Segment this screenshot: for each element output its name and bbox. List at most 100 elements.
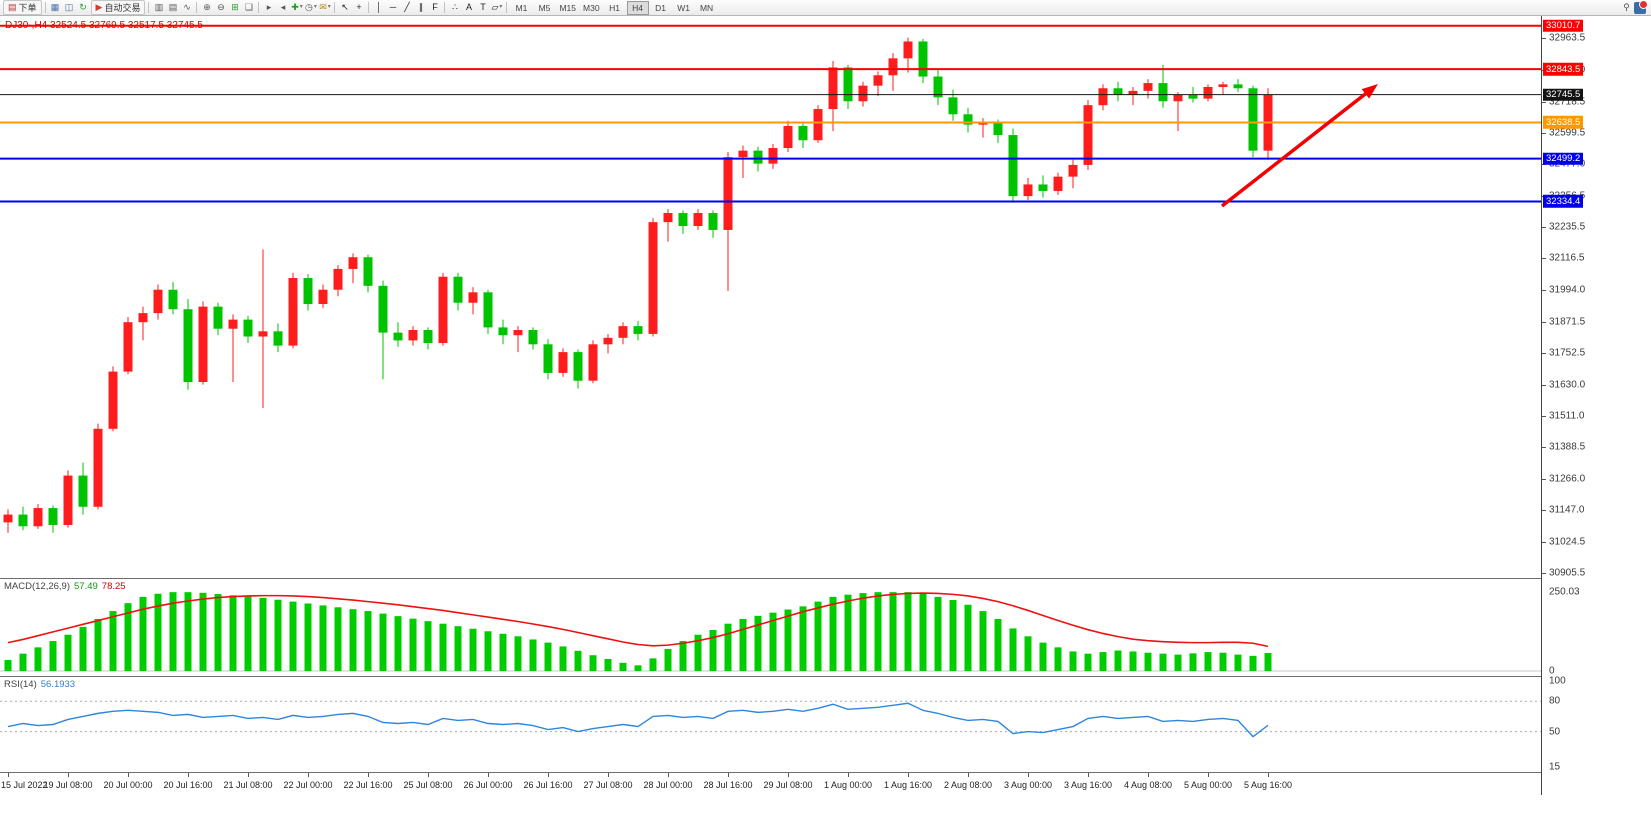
trendline-icon[interactable]: ╱ <box>404 2 410 12</box>
candle-body <box>168 289 178 310</box>
add-indicator-button[interactable]: ✚ ▾ <box>291 2 303 12</box>
time-tick-mark <box>308 773 309 777</box>
candlestick-chart-icon[interactable]: ▤ <box>168 2 178 12</box>
macd-bar <box>304 603 312 671</box>
candle-body <box>153 289 163 314</box>
candle-body <box>108 371 118 429</box>
crosshair-icon[interactable]: + <box>356 2 362 12</box>
bar-chart-icon[interactable]: ▥ <box>154 2 164 12</box>
search-icon[interactable]: ⚲ <box>1623 2 1630 12</box>
vertical-line-icon[interactable]: │ <box>376 2 382 12</box>
candle-body <box>858 85 868 102</box>
autoscroll-icon[interactable]: ▸ <box>266 2 272 12</box>
macd-bar <box>424 621 432 671</box>
text-label-icon[interactable]: T <box>480 2 486 12</box>
timeframe-d1-button[interactable]: D1 <box>655 2 666 13</box>
time-label: 3 Aug 00:00 <box>1003 780 1053 790</box>
cursor-icon[interactable]: ↖ <box>341 2 349 12</box>
chart-title: DJ30-,H4 32524.5 32769.5 32517.5 32745.5 <box>5 20 203 31</box>
main-chart-panel[interactable]: DJ30-,H4 32524.5 32769.5 32517.5 32745.5 <box>0 16 1541 578</box>
macd-panel[interactable]: MACD(12,26,9) 57.49 78.25 <box>0 580 1541 675</box>
macd-bar <box>604 659 612 671</box>
macd-bar <box>634 665 642 671</box>
arrows-icon[interactable]: ∴ <box>452 2 458 12</box>
shapes-button[interactable]: ▱ ▾ <box>491 2 503 12</box>
market-watch-icon[interactable]: ◫ <box>64 2 74 12</box>
fibonacci-icon[interactable]: F <box>432 2 438 12</box>
templates-button[interactable]: ✉ ▾ <box>319 2 331 12</box>
timeframe-m15-button[interactable]: M15 <box>559 2 577 13</box>
dropdown-arrow-icon: ▾ <box>299 4 303 10</box>
time-axis[interactable]: 15 Jul 2022 19 Jul 08:00 20 Jul 00:00 20 Ju… <box>0 773 1541 797</box>
auto-trading-button[interactable]: ▶ 自动交易 <box>90 0 146 15</box>
timeframe-w1-button[interactable]: W1 <box>677 2 690 13</box>
macd-bar <box>904 592 912 671</box>
macd-signal-line <box>7 592 1269 648</box>
candle-body <box>873 75 883 86</box>
macd-plot[interactable] <box>0 580 1541 675</box>
candle-body <box>1158 83 1168 102</box>
time-tick-mark <box>1088 773 1089 777</box>
price-axis[interactable]: 32963.532841.032718.532599.532477.032356… <box>1541 16 1651 795</box>
time-label: 28 Jul 00:00 <box>643 780 693 790</box>
notification-icon[interactable] <box>1634 0 1648 14</box>
macd-bar <box>1129 651 1137 671</box>
zoom-out-icon[interactable]: ⊖ <box>217 2 225 12</box>
line-chart-icon[interactable]: ∿ <box>183 2 191 12</box>
navigator-refresh-icon[interactable]: ↻ <box>79 2 87 12</box>
candle-body <box>618 326 628 338</box>
timeframe-m1-button[interactable]: M1 <box>515 2 528 13</box>
main-chart-plot[interactable] <box>0 16 1541 578</box>
macd-bar <box>1039 642 1047 671</box>
time-label: 21 Jul 08:00 <box>223 780 273 790</box>
panel-separator[interactable] <box>0 578 1541 579</box>
charts-grid-icon[interactable]: ▦ <box>50 2 60 12</box>
macd-bar <box>19 653 27 671</box>
candle-body <box>303 278 313 305</box>
macd-bar <box>649 658 657 671</box>
panel-separator[interactable] <box>0 676 1541 677</box>
timeframe-h4-button[interactable]: H4 <box>626 0 649 15</box>
price-tick-mark <box>1542 415 1546 417</box>
candle-body <box>738 150 748 158</box>
trend-arrow[interactable] <box>1220 84 1378 208</box>
candle-body <box>1008 135 1018 197</box>
macd-bar <box>949 600 957 671</box>
panel-separator[interactable] <box>0 772 1541 773</box>
macd-bar <box>859 593 867 671</box>
rsi-plot[interactable] <box>0 678 1541 771</box>
chart-shift-icon[interactable]: ◂ <box>280 2 286 12</box>
periods-button[interactable]: ◷ ▾ <box>305 2 317 12</box>
candle-body <box>1143 83 1153 91</box>
level-lines-layer[interactable] <box>0 24 1541 203</box>
timeframe-mn-button[interactable]: MN <box>699 2 714 13</box>
candle-body <box>393 332 403 341</box>
horizontal-line-icon[interactable]: ─ <box>389 2 397 12</box>
candle-body <box>33 508 43 527</box>
timeframe-m30-button[interactable]: M30 <box>583 2 600 13</box>
time-label: 5 Aug 00:00 <box>1183 780 1233 790</box>
timeframe-h1-button[interactable]: H1 <box>609 2 620 13</box>
price-tick-mark <box>1542 258 1546 260</box>
tile-windows-icon[interactable]: ❏ <box>244 2 253 12</box>
price-tick-label: 31266.0 <box>1549 473 1586 485</box>
channel-icon[interactable]: ∥ <box>418 2 424 12</box>
price-tick-mark <box>1542 289 1546 291</box>
macd-bar <box>994 618 1002 671</box>
new-order-button[interactable]: ▤ 下单 <box>3 0 42 15</box>
zoom-in-icon[interactable]: ⊕ <box>203 2 211 12</box>
time-label: 26 Jul 16:00 <box>523 780 573 790</box>
candle-body <box>258 331 268 337</box>
macd-bar <box>394 616 402 671</box>
grid-icon[interactable]: ⊞ <box>231 2 239 12</box>
rsi-panel[interactable]: RSI(14) 56.1933 <box>0 678 1541 771</box>
time-label: 3 Aug 16:00 <box>1063 780 1113 790</box>
time-label: 26 Jul 00:00 <box>463 780 513 790</box>
text-icon[interactable]: A <box>465 2 472 12</box>
candle-body <box>543 344 553 373</box>
candle-body <box>3 514 13 523</box>
candle-body <box>708 213 718 230</box>
macd-bar <box>874 592 882 671</box>
timeframe-m5-button[interactable]: M5 <box>538 2 551 13</box>
macd-bar <box>889 592 897 671</box>
